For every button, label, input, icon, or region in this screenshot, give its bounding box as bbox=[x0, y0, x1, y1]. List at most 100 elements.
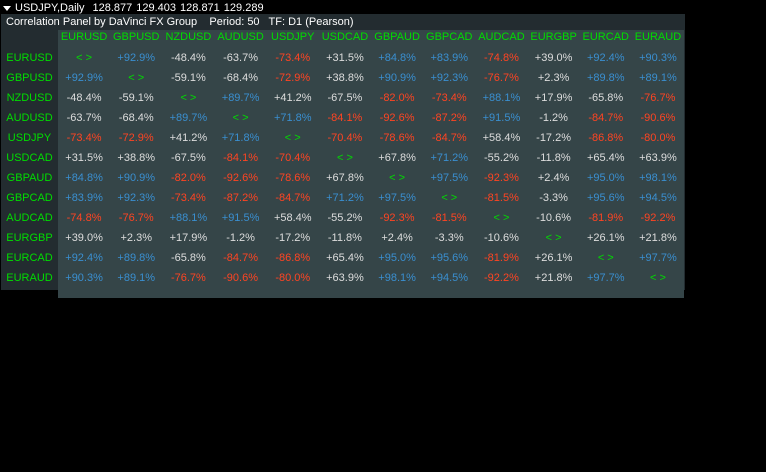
correlation-cell-nzdusd-usdcad: -67.5% bbox=[327, 92, 363, 104]
correlation-cell-usdjpy-euraud: -80.0% bbox=[640, 132, 676, 144]
row-header-gbpusd: GBPUSD bbox=[6, 72, 53, 84]
row-header-audusd: AUDUSD bbox=[6, 112, 53, 124]
correlation-cell-eurusd-audusd: -63.7% bbox=[223, 52, 258, 64]
correlation-cell-eurusd-audcad: -74.8% bbox=[484, 52, 519, 64]
correlation-cell-gbpaud-eurusd: +84.8% bbox=[65, 172, 103, 184]
correlation-cell-eurusd-gbpaud: +84.8% bbox=[378, 52, 416, 64]
correlation-cell-usdcad-euraud: +63.9% bbox=[639, 152, 677, 164]
correlation-cell-eurcad-gbpaud: +95.0% bbox=[378, 252, 416, 264]
column-header-gbpcad: GBPCAD bbox=[426, 31, 473, 43]
column-header-nzdusd: NZDUSD bbox=[165, 31, 212, 43]
correlation-cell-eurcad-gbpusd: +89.8% bbox=[117, 252, 156, 264]
correlation-cell-euraud-gbpcad: +94.5% bbox=[430, 272, 469, 284]
row-header-gbpcad: GBPCAD bbox=[6, 192, 53, 204]
correlation-cell-nzdusd-usdjpy: +41.2% bbox=[273, 92, 312, 104]
correlation-cell-euraud-usdcad: +63.9% bbox=[326, 272, 364, 284]
correlation-cell-audusd-eurgbp: -1.2% bbox=[539, 112, 568, 124]
correlation-cell-audcad-audusd: +91.5% bbox=[221, 212, 260, 224]
correlation-cell-usdcad-gbpusd: +38.8% bbox=[117, 152, 156, 164]
correlation-cell-audcad-gbpcad: -81.5% bbox=[431, 212, 467, 224]
correlation-cell-eurgbp-eurgbp: < > bbox=[545, 232, 562, 244]
correlation-cell-audcad-gbpusd: -76.7% bbox=[118, 212, 154, 224]
correlation-cell-eurcad-usdcad: +65.4% bbox=[326, 252, 364, 264]
correlation-cell-gbpaud-eurgbp: +2.4% bbox=[537, 172, 570, 184]
correlation-cell-usdcad-nzdusd: -67.5% bbox=[170, 152, 206, 164]
correlation-cell-usdjpy-gbpaud: -78.6% bbox=[379, 132, 415, 144]
correlation-cell-audcad-euraud: -92.2% bbox=[640, 212, 676, 224]
correlation-cell-audusd-gbpcad: -87.2% bbox=[431, 112, 467, 124]
correlation-cell-eurcad-eurgbp: +26.1% bbox=[534, 252, 573, 264]
correlation-cell-gbpcad-eurgbp: -3.3% bbox=[539, 192, 568, 204]
correlation-cell-nzdusd-gbpcad: -73.4% bbox=[431, 92, 467, 104]
price-open: 128.877 bbox=[92, 2, 133, 14]
correlation-cell-gbpaud-euraud: +98.1% bbox=[639, 172, 677, 184]
correlation-cell-audusd-gbpusd: -68.4% bbox=[118, 112, 154, 124]
correlation-cell-gbpusd-eurgbp: +2.3% bbox=[537, 72, 570, 84]
correlation-cell-eurcad-eurcad: < > bbox=[597, 252, 614, 264]
correlation-cell-gbpcad-eurcad: +95.6% bbox=[586, 192, 625, 204]
correlation-cell-gbpusd-usdcad: +38.8% bbox=[326, 72, 364, 84]
correlation-cell-euraud-eurcad: +97.7% bbox=[586, 272, 625, 284]
correlation-cell-audcad-eurusd: -74.8% bbox=[66, 212, 102, 224]
correlation-cell-audcad-gbpaud: -92.3% bbox=[379, 212, 415, 224]
correlation-cell-usdcad-gbpcad: +71.2% bbox=[430, 152, 469, 164]
correlation-cell-usdcad-gbpaud: +67.8% bbox=[378, 152, 416, 164]
column-header-audcad: AUDCAD bbox=[478, 31, 525, 43]
correlation-cell-eurcad-euraud: +97.7% bbox=[639, 252, 677, 264]
correlation-cell-gbpusd-gbpcad: +92.3% bbox=[430, 72, 469, 84]
correlation-cell-audusd-audcad: +91.5% bbox=[482, 112, 521, 124]
correlation-cell-eurgbp-euraud: +21.8% bbox=[639, 232, 677, 244]
correlation-cell-gbpusd-gbpaud: +90.9% bbox=[378, 72, 416, 84]
correlation-cell-eurgbp-audcad: -10.6% bbox=[484, 232, 519, 244]
correlation-cell-usdcad-audcad: -55.2% bbox=[484, 152, 519, 164]
correlation-cell-gbpusd-audusd: -68.4% bbox=[223, 72, 258, 84]
correlation-cell-eurgbp-nzdusd: +17.9% bbox=[169, 232, 208, 244]
correlation-cell-audcad-audcad: < > bbox=[493, 212, 510, 224]
correlation-cell-gbpaud-gbpcad: +97.5% bbox=[430, 172, 469, 184]
correlation-cell-eurgbp-gbpusd: +2.3% bbox=[120, 232, 152, 244]
correlation-cell-audcad-usdjpy: +58.4% bbox=[273, 212, 312, 224]
correlation-cell-gbpusd-euraud: +89.1% bbox=[639, 72, 677, 84]
correlation-cell-eurgbp-usdcad: -11.8% bbox=[327, 232, 362, 244]
correlation-cell-gbpcad-audusd: -87.2% bbox=[223, 192, 258, 204]
row-header-usdjpy: USDJPY bbox=[7, 132, 52, 144]
correlation-cell-nzdusd-gbpusd: -59.1% bbox=[118, 92, 154, 104]
row-header-usdcad: USDCAD bbox=[6, 152, 53, 164]
row-header-eurgbp: EURGBP bbox=[6, 232, 53, 244]
correlation-cell-gbpaud-usdcad: +67.8% bbox=[326, 172, 364, 184]
correlation-cell-audusd-gbpaud: -92.6% bbox=[379, 112, 415, 124]
correlation-cell-eurusd-euraud: +90.3% bbox=[639, 52, 677, 64]
correlation-cell-usdjpy-audusd: +71.8% bbox=[221, 132, 260, 144]
correlation-cell-usdcad-eurcad: +65.4% bbox=[586, 152, 625, 164]
correlation-cell-gbpaud-audusd: -92.6% bbox=[223, 172, 258, 184]
column-header-gbpusd: GBPUSD bbox=[113, 31, 160, 43]
correlation-cell-audusd-nzdusd: +89.7% bbox=[169, 112, 208, 124]
correlation-cell-usdcad-usdjpy: -70.4% bbox=[275, 152, 311, 164]
correlation-cell-euraud-euraud: < > bbox=[649, 272, 666, 284]
correlation-cell-gbpusd-usdjpy: -72.9% bbox=[275, 72, 311, 84]
correlation-cell-nzdusd-euraud: -76.7% bbox=[640, 92, 676, 104]
correlation-cell-audusd-eurcad: -84.7% bbox=[588, 112, 624, 124]
correlation-cell-eurusd-nzdusd: -48.4% bbox=[170, 52, 206, 64]
column-header-gbpaud: GBPAUD bbox=[374, 31, 420, 43]
triangle-down-icon[interactable] bbox=[3, 5, 11, 11]
column-header-audusd: AUDUSD bbox=[217, 31, 264, 43]
correlation-cell-nzdusd-eurcad: -65.8% bbox=[588, 92, 624, 104]
correlation-cell-usdjpy-audcad: +58.4% bbox=[482, 132, 521, 144]
correlation-cell-gbpaud-usdjpy: -78.6% bbox=[275, 172, 311, 184]
correlation-cell-usdcad-audusd: -84.1% bbox=[223, 152, 258, 164]
correlation-cell-gbpusd-nzdusd: -59.1% bbox=[170, 72, 206, 84]
column-header-euraud: EURAUD bbox=[634, 31, 682, 43]
correlation-cell-audcad-eurcad: -81.9% bbox=[588, 212, 624, 224]
column-header-usdjpy: USDJPY bbox=[271, 31, 315, 43]
correlation-cell-gbpaud-gbpaud: < > bbox=[389, 172, 406, 184]
correlation-cell-usdjpy-gbpcad: -84.7% bbox=[431, 132, 467, 144]
correlation-cell-gbpcad-gbpusd: +92.3% bbox=[117, 192, 156, 204]
correlation-cell-gbpcad-nzdusd: -73.4% bbox=[170, 192, 206, 204]
correlation-cell-eurgbp-eurcad: +26.1% bbox=[586, 232, 625, 244]
correlation-cell-eurgbp-gbpcad: -3.3% bbox=[434, 232, 464, 244]
correlation-cell-nzdusd-gbpaud: -82.0% bbox=[379, 92, 415, 104]
correlation-cell-gbpcad-usdcad: +71.2% bbox=[326, 192, 364, 204]
correlation-cell-nzdusd-audcad: +88.1% bbox=[482, 92, 521, 104]
correlation-cell-eurcad-nzdusd: -65.8% bbox=[170, 252, 206, 264]
